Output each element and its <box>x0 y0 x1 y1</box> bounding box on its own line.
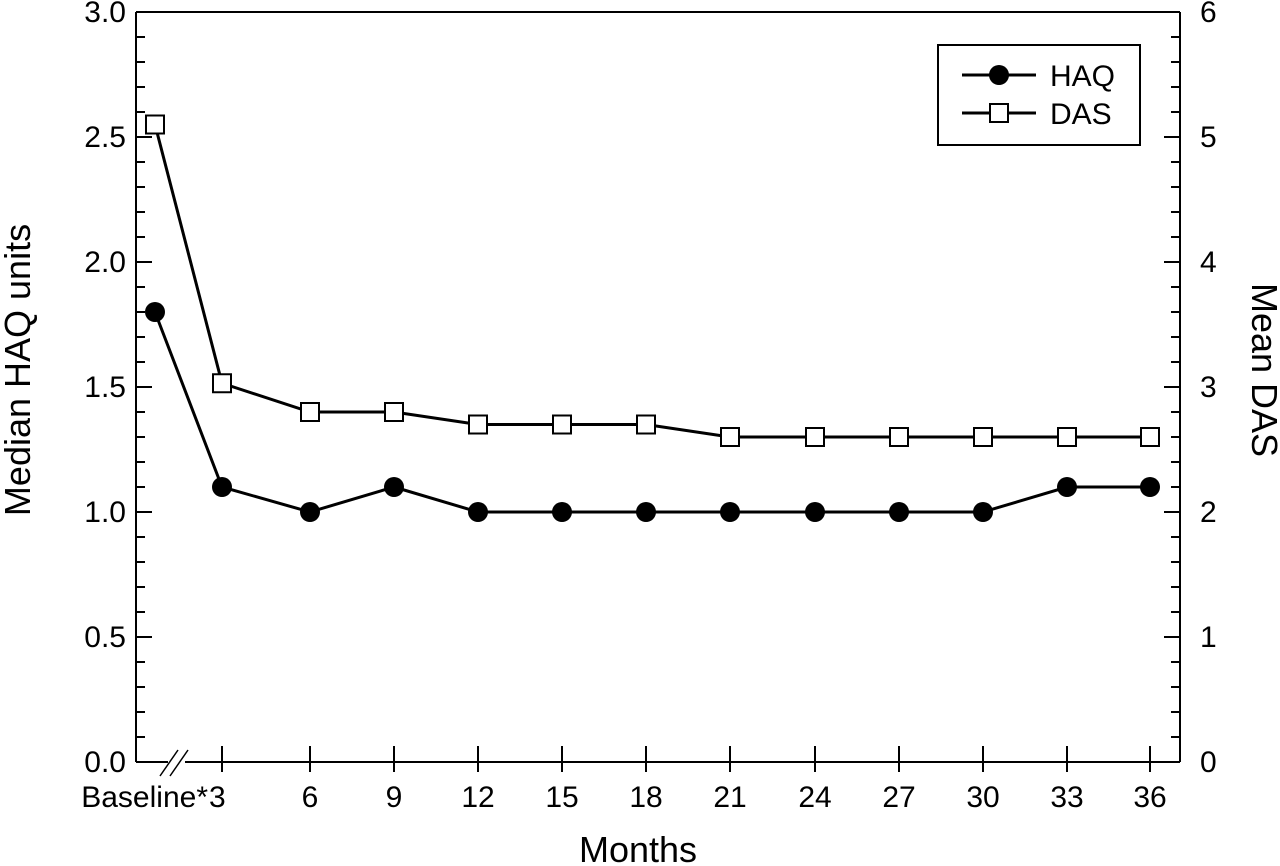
haq-point <box>212 477 232 497</box>
haq-point <box>805 502 825 522</box>
x-tick-label: 24 <box>798 781 831 814</box>
x-tick-label: 9 <box>386 781 403 814</box>
das-point <box>145 114 165 135</box>
legend-label: DAS <box>1050 98 1112 131</box>
legend-marker-haq <box>989 65 1009 85</box>
y-left-tick-label: 0.0 <box>84 746 126 779</box>
haq-point <box>720 502 740 522</box>
y-left-tick-label: 1.0 <box>84 496 126 529</box>
x-tick-label: 18 <box>629 781 662 814</box>
haq-point <box>1140 477 1160 497</box>
y-right-tick-label: 0 <box>1200 746 1217 779</box>
haq-point <box>145 302 165 322</box>
das-point <box>1057 427 1077 447</box>
y-axis-right-title: Mean DAS <box>1244 283 1280 457</box>
das-point <box>468 414 488 435</box>
legend-label: HAQ <box>1050 60 1115 93</box>
haq-point <box>552 502 572 522</box>
y-left-tick-label: 1.5 <box>84 371 126 404</box>
y-left-tick-label: 2.0 <box>84 246 126 279</box>
das-point <box>636 414 656 435</box>
haq-point <box>468 502 488 522</box>
das-point <box>889 427 909 447</box>
legend: HAQ DAS <box>937 44 1141 146</box>
x-tick-label: 27 <box>882 781 915 814</box>
haq-point <box>1057 477 1077 497</box>
series-line-das <box>153 124 1150 439</box>
y-axis-left-title: Median HAQ units <box>0 224 38 516</box>
y-right-tick-label: 2 <box>1200 496 1217 529</box>
haq-point <box>636 502 656 522</box>
das-point <box>552 414 572 435</box>
series <box>145 114 1160 522</box>
x-tick-label: 15 <box>545 781 578 814</box>
haq-point <box>300 502 320 522</box>
legend-marker-das <box>989 103 1009 123</box>
haq-point <box>973 502 993 522</box>
y-right-tick-label: 5 <box>1200 121 1217 154</box>
y-left-tick-label: 3.0 <box>84 0 126 29</box>
x-tick-label: 30 <box>966 781 999 814</box>
y-right-tick-label: 6 <box>1200 0 1217 29</box>
x-tick-label: 33 <box>1050 781 1083 814</box>
das-point <box>1140 427 1160 447</box>
y-left-tick-label: 2.5 <box>84 121 126 154</box>
x-tick-label: 3 <box>209 781 226 814</box>
x-tick-label: 6 <box>302 781 319 814</box>
das-point <box>212 373 232 394</box>
haq-point <box>889 502 909 522</box>
y-right-tick-label: 3 <box>1200 371 1217 404</box>
das-point <box>720 427 740 447</box>
x-tick-label: 21 <box>713 781 746 814</box>
axis-break-mark <box>169 749 189 777</box>
x-tick-label: 12 <box>461 781 494 814</box>
axis-break-mark <box>159 749 179 777</box>
x-tick-label: 36 <box>1133 781 1166 814</box>
y-left-tick-label: 0.5 <box>84 621 126 654</box>
y-right-tick-label: 1 <box>1200 621 1217 654</box>
y-right-tick-label: 4 <box>1200 246 1217 279</box>
x-axis-title: Months <box>579 829 697 866</box>
das-point <box>973 427 993 447</box>
das-point <box>805 427 825 447</box>
x-tick-label: Baseline* <box>81 781 208 814</box>
haq-point <box>384 477 404 497</box>
legend-box <box>937 44 1141 146</box>
das-point <box>384 402 404 422</box>
das-point <box>300 402 320 422</box>
